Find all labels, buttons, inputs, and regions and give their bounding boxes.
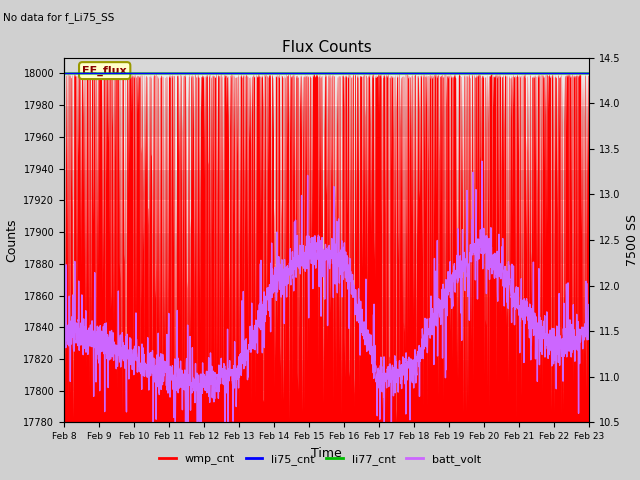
Y-axis label: 7500 SS: 7500 SS — [626, 214, 639, 266]
Bar — [64, 73, 589, 105]
X-axis label: Time: Time — [311, 447, 342, 460]
Text: No data for f_Li75_SS: No data for f_Li75_SS — [3, 12, 115, 23]
Bar — [64, 137, 589, 168]
Y-axis label: Counts: Counts — [5, 218, 18, 262]
Bar — [64, 327, 589, 359]
Bar — [64, 200, 589, 232]
Text: EE_flux: EE_flux — [83, 65, 127, 76]
Legend: wmp_cnt, li75_cnt, li77_cnt, batt_volt: wmp_cnt, li75_cnt, li77_cnt, batt_volt — [154, 450, 486, 469]
Bar — [64, 391, 589, 422]
Title: Flux Counts: Flux Counts — [282, 40, 371, 55]
Bar — [64, 264, 589, 296]
